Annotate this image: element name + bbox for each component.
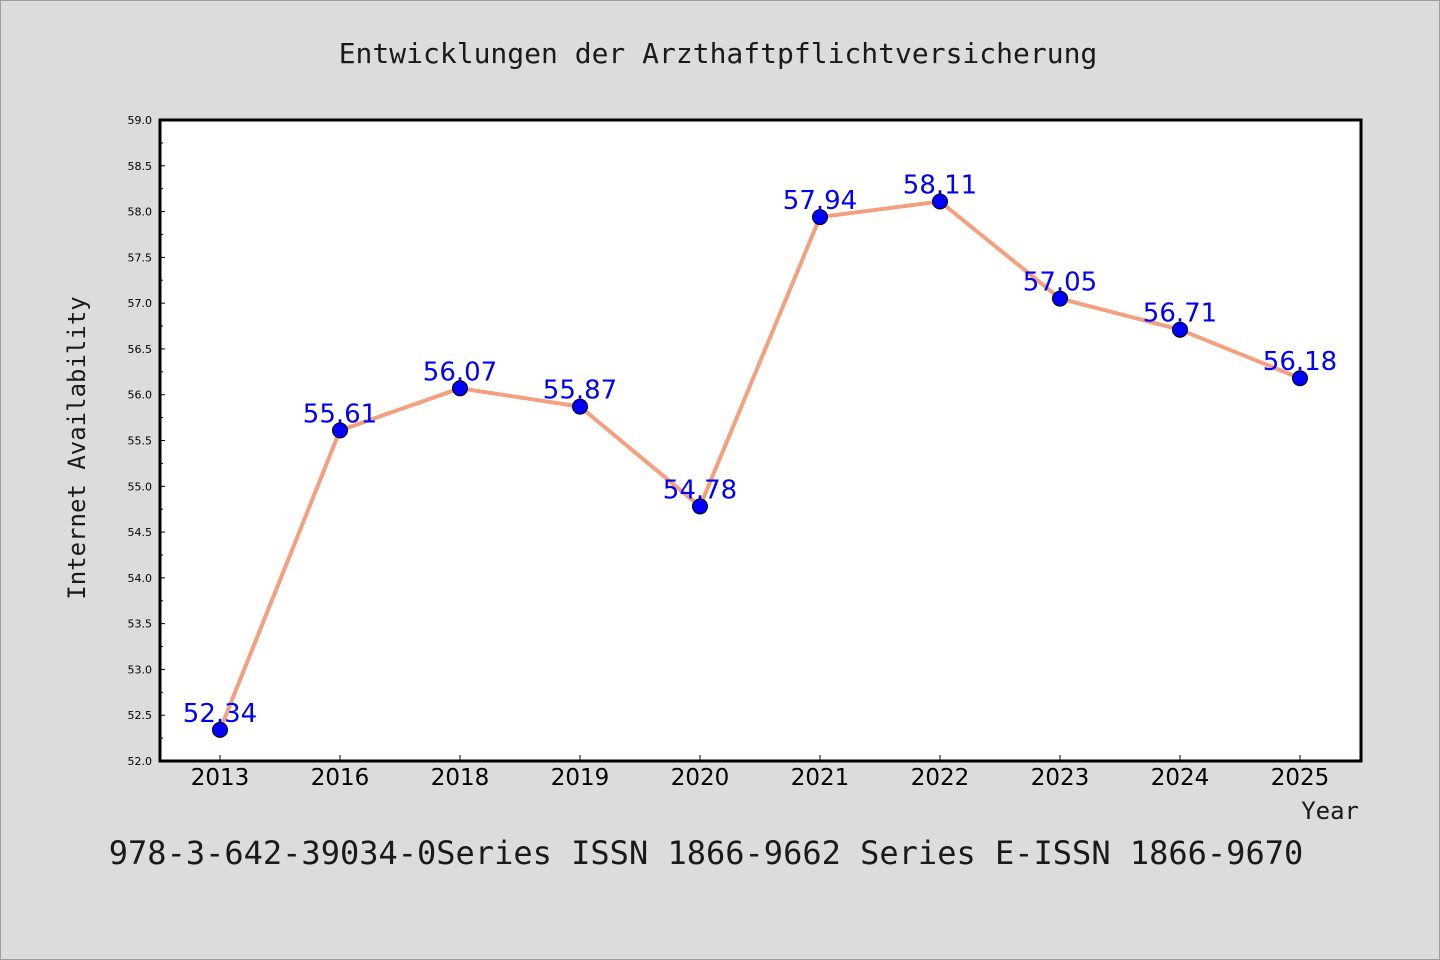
series-line bbox=[218, 199, 1301, 731]
y-tick-label: 57.5 bbox=[128, 251, 153, 264]
x-tick-label: 2021 bbox=[791, 765, 850, 791]
data-point-2021 bbox=[812, 209, 828, 226]
data-point-2018 bbox=[452, 380, 468, 397]
y-tick-label: 53.0 bbox=[128, 663, 153, 676]
data-label-2019: 55.87 bbox=[543, 376, 617, 406]
data-point-2020 bbox=[692, 498, 708, 515]
x-tick-label: 2025 bbox=[1271, 765, 1330, 791]
y-tick-label: 52.5 bbox=[128, 709, 153, 722]
y-tick-label: 56.5 bbox=[128, 343, 153, 356]
y-axis: 52.0 52.5 53.0 53.5 54.0 54.5 55.0 55.5 56.0 56.5… bbox=[128, 114, 165, 768]
data-point-2025 bbox=[1292, 370, 1308, 387]
x-tick-label: 2023 bbox=[1031, 765, 1090, 791]
x-axis: 2013 2016 2018 2019 2020 2021 2022 2023 2024 2025 bbox=[191, 755, 1330, 791]
data-point-2022 bbox=[932, 193, 948, 210]
chart-title: Entwicklungen der Arzthaftpflichtversich… bbox=[339, 37, 1098, 70]
data-point-2023 bbox=[1052, 290, 1068, 307]
data-point-2013 bbox=[212, 721, 228, 738]
series-layer: 52.34 55.61 56.07 55.87 54.78 57.94 58.11 57.05… bbox=[183, 170, 1337, 738]
x-tick-label: 2018 bbox=[431, 765, 490, 791]
data-label-2021: 57.94 bbox=[783, 186, 857, 216]
y-tick-label: 55.0 bbox=[128, 480, 153, 493]
y-tick-label: 53.5 bbox=[128, 618, 153, 631]
x-tick-label: 2022 bbox=[911, 765, 970, 791]
data-point-2024 bbox=[1172, 321, 1188, 338]
x-tick-label: 2019 bbox=[551, 765, 610, 791]
data-label-2016: 55.61 bbox=[303, 399, 377, 429]
y-axis-title: Internet Availability bbox=[63, 296, 91, 599]
x-tick-label: 2013 bbox=[191, 765, 250, 791]
y-tick-label: 55.5 bbox=[128, 435, 153, 448]
x-tick-label: 2016 bbox=[311, 765, 370, 791]
data-label-2024: 56.71 bbox=[1143, 299, 1217, 329]
y-tick-label: 59.0 bbox=[128, 114, 153, 127]
data-label-2022: 58.11 bbox=[903, 170, 977, 200]
y-tick-label: 58.0 bbox=[128, 206, 153, 219]
y-tick-label: 52.0 bbox=[128, 755, 153, 768]
data-label-2013: 52.34 bbox=[183, 699, 257, 729]
data-point-2019 bbox=[572, 398, 588, 415]
x-tick-label: 2020 bbox=[671, 765, 730, 791]
x-axis-title: Year bbox=[1301, 797, 1359, 825]
data-label-2018: 56.07 bbox=[423, 357, 497, 387]
data-label-2020: 54.78 bbox=[663, 475, 737, 505]
x-tick-label: 2024 bbox=[1151, 765, 1210, 791]
y-tick-label: 58.5 bbox=[128, 160, 153, 173]
y-tick-label: 57.0 bbox=[128, 297, 153, 310]
plot-area bbox=[158, 118, 1363, 763]
data-label-2025: 56.18 bbox=[1263, 347, 1337, 377]
y-tick-label: 54.0 bbox=[128, 572, 153, 585]
footer-isbn-issn: 978-3-642-39034-0Series ISSN 1866-9662 S… bbox=[109, 834, 1303, 872]
y-tick-label: 56.0 bbox=[128, 389, 153, 402]
y-tick-label: 54.5 bbox=[128, 526, 153, 539]
data-label-2023: 57.05 bbox=[1023, 268, 1097, 298]
data-point-2016 bbox=[332, 422, 348, 439]
